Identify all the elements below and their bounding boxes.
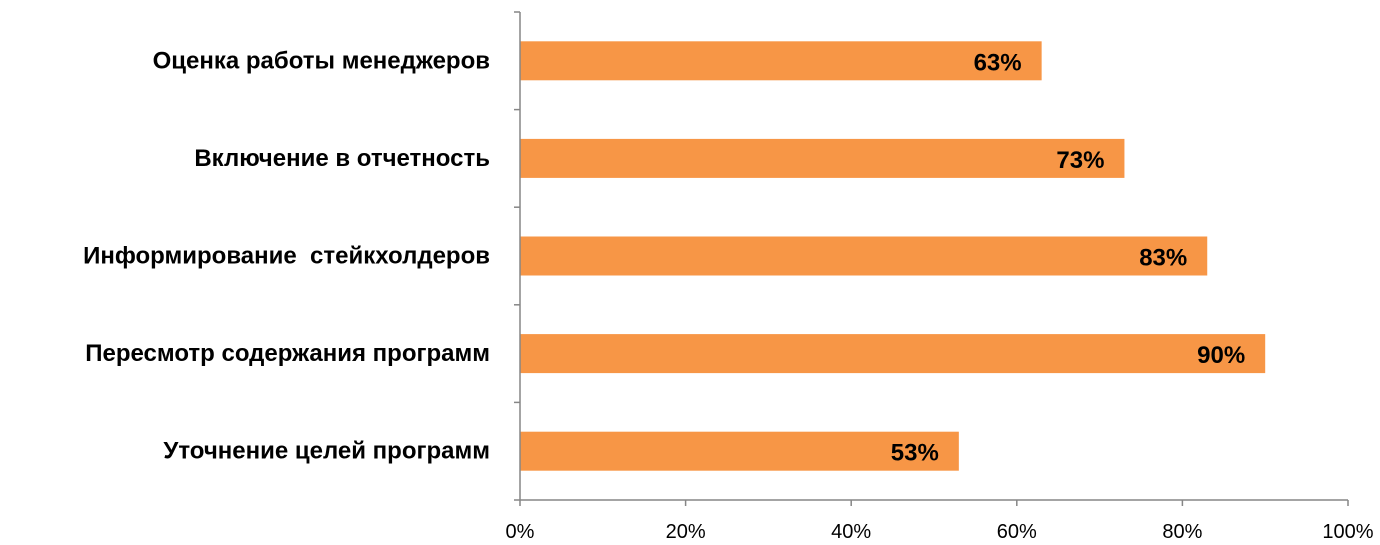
bar xyxy=(520,236,1208,276)
bar xyxy=(520,334,1266,374)
bar xyxy=(520,138,1125,178)
data-label: 63% xyxy=(974,49,1022,76)
data-label: 53% xyxy=(891,440,939,467)
bars-layer xyxy=(520,41,1266,471)
category-label: Уточнение целей программ xyxy=(163,438,490,465)
labels-layer: Оценка работы менеджеров 63% Включение в о… xyxy=(83,47,1374,543)
data-label: 90% xyxy=(1197,342,1245,369)
x-tick-label: 20% xyxy=(666,521,706,543)
x-tick-label: 100% xyxy=(1322,521,1373,543)
data-label: 73% xyxy=(1056,147,1104,174)
category-label: Включение в отчетность xyxy=(194,145,490,172)
x-tick-label: 0% xyxy=(506,521,535,543)
data-label: 83% xyxy=(1139,245,1187,272)
bar xyxy=(520,41,1042,81)
category-label: Пересмотр содержания программ xyxy=(85,340,490,367)
x-tick-label: 80% xyxy=(1162,521,1202,543)
x-tick-label: 40% xyxy=(831,521,871,543)
axes xyxy=(514,11,1349,506)
x-tick-label: 60% xyxy=(997,521,1037,543)
bar xyxy=(520,431,959,471)
category-label: Оценка работы менеджеров xyxy=(153,47,490,74)
category-label: Информирование стейкхолдеров xyxy=(83,243,490,270)
